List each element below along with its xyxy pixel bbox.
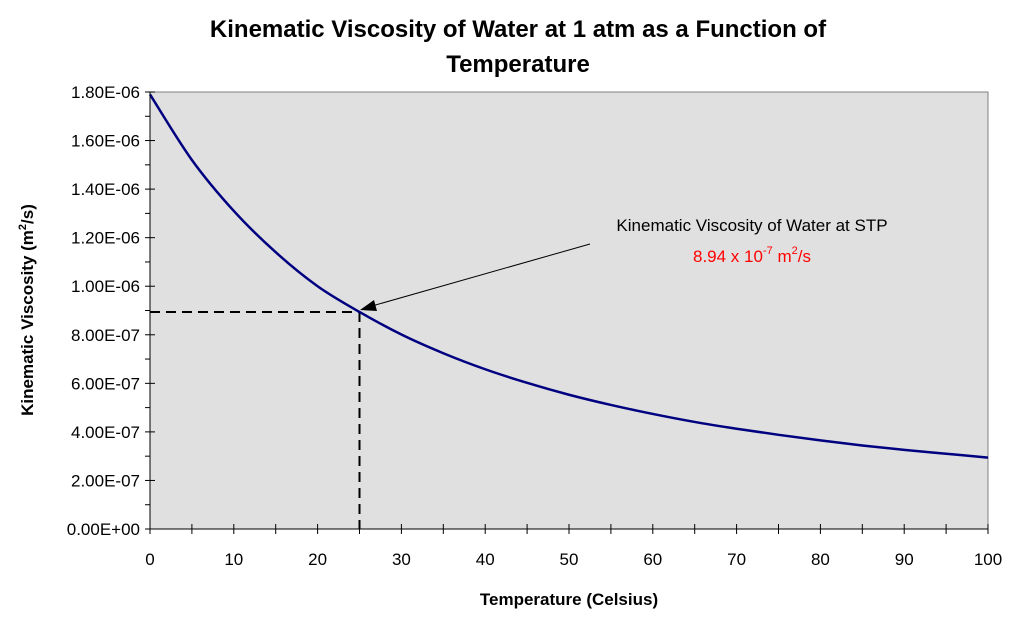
y-tick-label: 1.80E-06 [71,83,140,102]
y-tick-label: 1.00E-06 [71,277,140,296]
x-tick-label: 0 [145,550,154,569]
y-tick-label: 0.00E+00 [67,520,140,539]
chart-title-line-2: Temperature [446,51,590,78]
y-tick-label: 6.00E-07 [71,374,140,393]
x-tick-label: 90 [895,550,914,569]
chart-title-line-1: Kinematic Viscosity of Water at 1 atm as… [210,16,827,43]
annotation: Kinematic Viscosity of Water at STP 8.94… [360,216,888,311]
x-tick-labels: 0 10 20 30 40 50 60 70 80 90 100 [145,550,1002,569]
annotation-value: 8.94 x 10-7 m2/s [693,245,811,266]
annotation-label: Kinematic Viscosity of Water at STP [616,216,887,235]
x-tick-label: 100 [974,550,1002,569]
x-tick-label: 60 [643,550,662,569]
axes [145,91,989,534]
x-tick-label: 50 [560,550,579,569]
y-tick-labels: 0.00E+00 2.00E-07 4.00E-07 6.00E-07 8.00E-07… [67,83,140,539]
annotation-arrow [371,243,591,307]
y-tick-label: 1.40E-06 [71,180,140,199]
y-tick-label: 1.60E-06 [71,132,140,151]
x-tick-label: 40 [476,550,495,569]
x-tick-label: 70 [727,550,746,569]
x-tick-label: 10 [224,550,243,569]
reference-lines [150,310,361,529]
y-tick-label: 2.00E-07 [71,471,140,490]
x-axis-label: Temperature (Celsius) [480,590,658,609]
x-tick-label: 30 [392,550,411,569]
x-tick-label: 80 [811,550,830,569]
arrow-head-icon [360,300,377,311]
y-tick-label: 1.20E-06 [71,229,140,248]
y-tick-label: 4.00E-07 [71,423,140,442]
plot-area [149,91,989,530]
series-line-kinematic-viscosity [148,93,989,459]
y-tick-label: 8.00E-07 [71,326,140,345]
x-tick-label: 20 [308,550,327,569]
y-axis-label: Kinematic Viscosity (m2/s) [17,204,37,416]
